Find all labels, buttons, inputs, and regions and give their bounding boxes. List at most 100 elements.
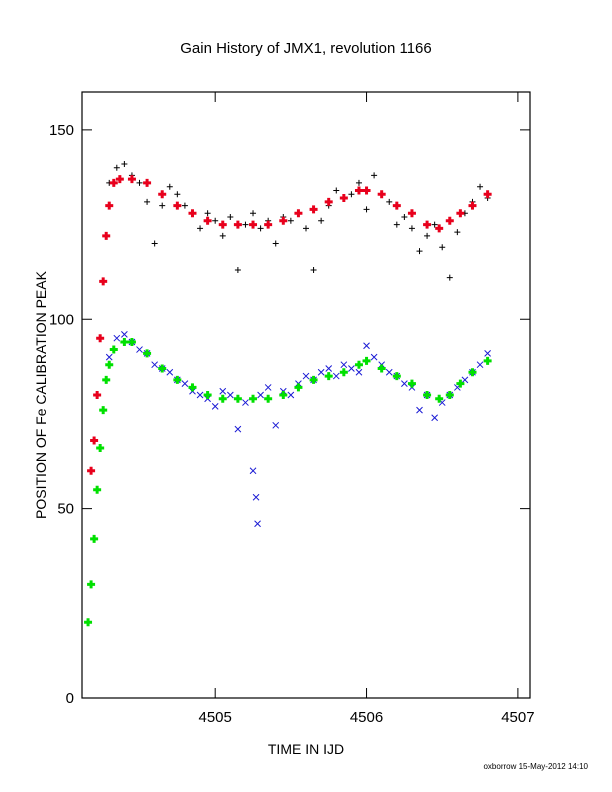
chart-title: Gain History of JMX1, revolution 1166: [180, 40, 432, 57]
data-point: [348, 191, 355, 198]
x-tick-label: 4507: [501, 709, 534, 726]
data-point: [264, 384, 272, 391]
data-point: [99, 277, 108, 286]
data-point: [476, 361, 484, 369]
data-point: [87, 580, 96, 589]
data-point: [233, 220, 242, 229]
data-point: [242, 221, 249, 228]
data-point: [454, 229, 461, 236]
data-point: [197, 225, 204, 232]
series-0-raw: [106, 160, 491, 281]
data-point: [219, 232, 226, 239]
data-point: [120, 337, 129, 346]
data-point: [355, 368, 363, 376]
data-point: [407, 209, 416, 218]
data-point: [385, 368, 393, 376]
data-point: [407, 379, 416, 388]
data-point: [354, 186, 363, 195]
data-point: [211, 403, 219, 410]
footer-timestamp: oxborrow 15-May-2012 14:10: [483, 762, 588, 771]
data-point: [318, 217, 325, 224]
data-point: [377, 364, 386, 373]
data-point: [456, 209, 465, 218]
data-point: [219, 387, 227, 395]
data-point: [484, 349, 491, 357]
data-point: [303, 225, 309, 232]
data-point: [250, 210, 257, 217]
data-point: [431, 414, 439, 422]
data-point: [456, 379, 465, 388]
data-point: [121, 160, 128, 167]
data-point: [339, 368, 348, 377]
data-point: [401, 380, 408, 387]
data-point: [371, 172, 378, 179]
data-point: [294, 383, 303, 392]
series-2-raw: [105, 331, 491, 528]
data-point: [93, 485, 102, 494]
y-tick-label: 100: [49, 311, 74, 328]
data-point: [363, 206, 370, 213]
data-point: [203, 391, 212, 399]
data-point: [105, 201, 114, 210]
data-point: [333, 187, 340, 194]
data-point: [272, 421, 280, 429]
data-point: [109, 345, 118, 354]
data-point: [188, 209, 197, 218]
y-tick-label: 50: [57, 501, 74, 518]
data-point: [93, 391, 102, 399]
data-point: [127, 337, 136, 346]
data-point: [158, 190, 167, 199]
data-point: [435, 394, 444, 403]
data-point: [445, 391, 454, 399]
data-point: [483, 190, 492, 199]
data-point: [317, 368, 325, 376]
data-point: [87, 466, 96, 475]
data-point: [468, 368, 477, 377]
data-point: [102, 231, 111, 240]
data-point: [302, 372, 310, 380]
data-point: [393, 221, 400, 228]
y-axis-label: POSITION OF Fe CALIBRATION PEAK: [33, 270, 49, 519]
data-point: [325, 365, 333, 372]
data-point: [431, 221, 438, 228]
data-point: [424, 232, 431, 239]
data-point: [136, 346, 143, 353]
data-point: [166, 183, 173, 190]
data-point: [370, 353, 378, 361]
plot-frame: [81, 91, 531, 699]
data-point: [477, 183, 484, 190]
data-point: [234, 267, 241, 274]
data-point: [257, 225, 264, 232]
data-point: [249, 220, 258, 229]
data-point: [173, 375, 182, 384]
data-point: [151, 361, 159, 369]
data-point: [310, 267, 317, 274]
data-point: [166, 368, 174, 376]
data-point: [423, 391, 432, 399]
data-point: [249, 467, 257, 475]
data-point: [339, 194, 348, 203]
data-point: [354, 360, 363, 369]
data-point: [109, 178, 118, 187]
data-point: [151, 240, 158, 247]
x-tick-label: 4505: [199, 709, 232, 726]
data-point: [174, 191, 181, 198]
data-point: [249, 394, 258, 403]
data-point: [218, 220, 227, 229]
data-point: [105, 360, 114, 369]
data-point: [203, 216, 212, 225]
data-point: [309, 205, 318, 214]
data-point: [392, 201, 401, 210]
data-point: [158, 364, 167, 373]
data-point: [218, 394, 227, 403]
data-point: [105, 353, 113, 361]
data-point: [309, 375, 318, 384]
data-point: [416, 406, 423, 414]
data-point: [173, 201, 182, 210]
data-point: [242, 399, 249, 406]
data-point: [196, 391, 204, 399]
data-point: [461, 376, 469, 384]
data-point: [401, 213, 408, 220]
data-point: [408, 225, 415, 232]
data-point: [362, 186, 371, 195]
